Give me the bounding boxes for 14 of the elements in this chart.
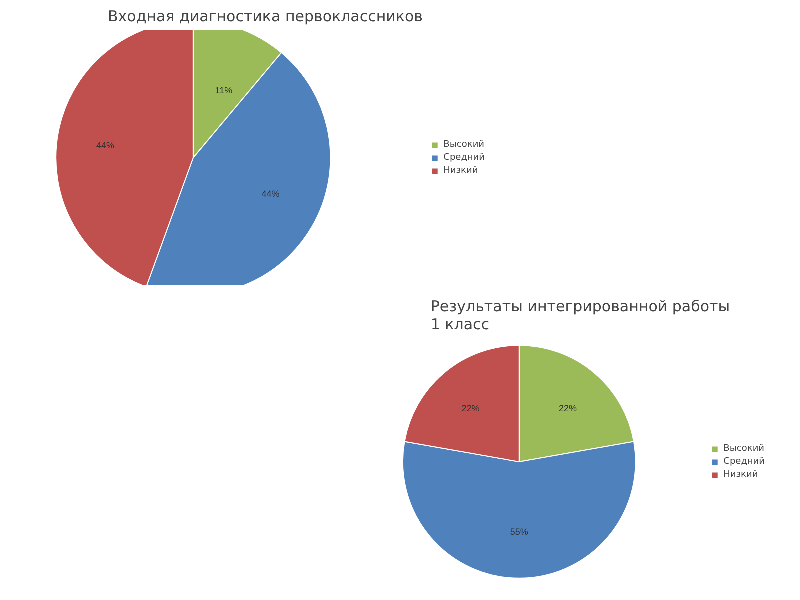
chart-title: Входная диагностика первоклассников <box>108 8 423 26</box>
legend-label: Низкий <box>724 470 758 480</box>
data-label: 11% <box>215 85 233 96</box>
data-label: 44% <box>262 189 280 200</box>
legend-label: Высокий <box>724 444 765 454</box>
data-label: 55% <box>510 526 528 537</box>
legend-label: Высокий <box>444 140 485 150</box>
legend-label: Низкий <box>444 166 478 176</box>
legend-label: Средний <box>444 152 485 162</box>
chart-title: Результаты интегрированной работы 1 класс <box>430 298 730 334</box>
data-label: 22% <box>462 404 480 414</box>
data-label: 22% <box>559 404 578 414</box>
data-label: 44% <box>96 140 115 150</box>
legend-label: Средний <box>724 456 765 466</box>
